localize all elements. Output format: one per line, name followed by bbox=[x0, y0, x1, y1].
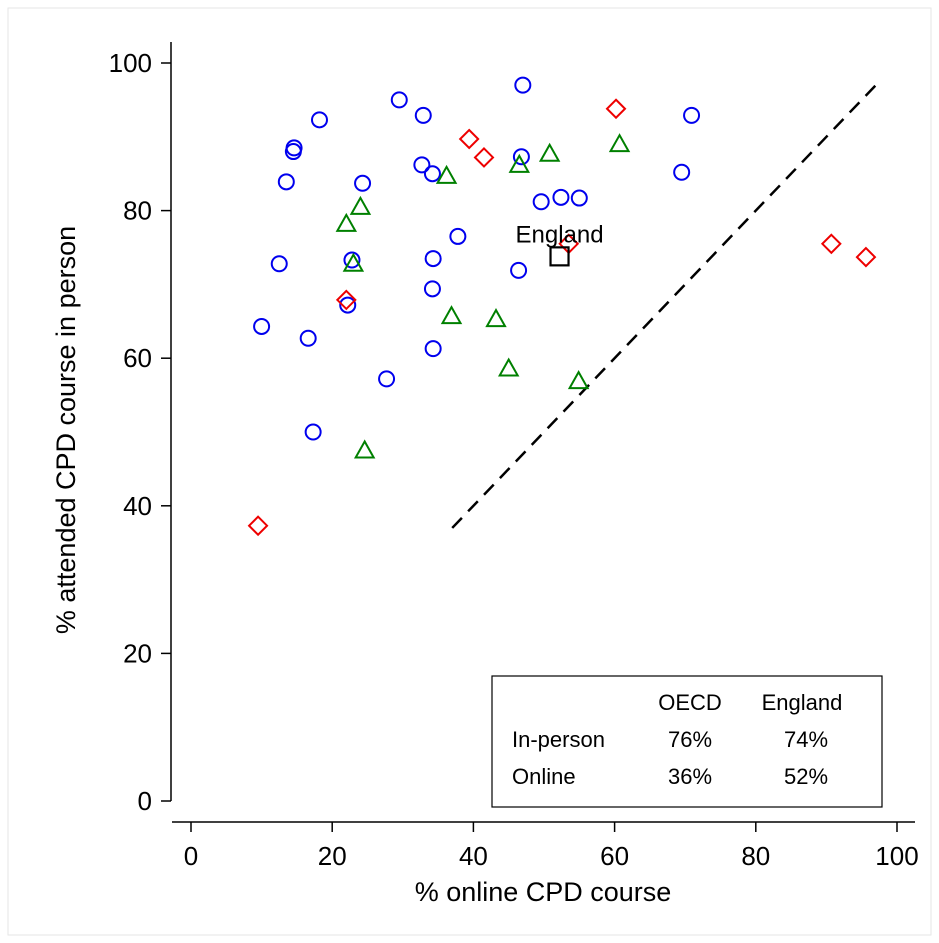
circle-point bbox=[414, 106, 432, 124]
diamond-point bbox=[335, 289, 357, 311]
stats-cell: 76% bbox=[668, 727, 712, 752]
stats-row-label: Online bbox=[512, 764, 576, 789]
x-tick-label: 40 bbox=[459, 841, 488, 871]
stats-col-oecd: OECD bbox=[658, 690, 722, 715]
x-tick-label: 0 bbox=[184, 841, 198, 871]
circle-point bbox=[423, 280, 441, 298]
data-points bbox=[247, 76, 877, 537]
circle-point bbox=[343, 251, 361, 269]
circle-point bbox=[512, 148, 530, 166]
circle-point bbox=[570, 189, 588, 207]
stats-cell: 74% bbox=[784, 727, 828, 752]
x-ticks: 0 20 40 60 80 100 bbox=[184, 822, 919, 871]
y-tick-label: 40 bbox=[123, 491, 152, 521]
england-annotation: England bbox=[515, 221, 603, 248]
x-tick-label: 80 bbox=[741, 841, 770, 871]
stats-box: OECD England In-person 76% 74% Online 36… bbox=[491, 675, 883, 808]
circle-point bbox=[354, 174, 372, 192]
x-axis-title: % online CPD course bbox=[415, 877, 672, 907]
circle-point bbox=[532, 193, 550, 211]
circle-point bbox=[449, 227, 467, 245]
circle-point bbox=[378, 370, 396, 388]
stats-row-label: In-person bbox=[512, 727, 605, 752]
diamond-point bbox=[605, 98, 627, 120]
triangle-point bbox=[538, 142, 561, 162]
triangle-point bbox=[342, 252, 365, 272]
circle-point bbox=[514, 76, 532, 94]
y-tick-label: 60 bbox=[123, 343, 152, 373]
triangle-point bbox=[608, 133, 631, 153]
circle-point bbox=[285, 139, 303, 157]
circle-point bbox=[270, 255, 288, 273]
circle-point bbox=[683, 106, 701, 124]
y-axis-title: % attended CPD course in person bbox=[51, 226, 81, 634]
y-tick-label: 80 bbox=[123, 196, 152, 226]
x-tick-label: 60 bbox=[600, 841, 629, 871]
stats-col-england: England bbox=[762, 690, 843, 715]
circle-point bbox=[424, 250, 442, 268]
triangle-point bbox=[567, 370, 590, 390]
triangle-point bbox=[508, 153, 530, 173]
x-tick-label: 100 bbox=[875, 841, 918, 871]
diamond-point bbox=[247, 515, 269, 537]
circle-point bbox=[339, 296, 357, 314]
circle-point bbox=[390, 91, 408, 109]
triangle-point bbox=[485, 308, 507, 328]
england-square-point bbox=[549, 246, 570, 267]
triangle-point bbox=[497, 357, 520, 377]
diamond-point bbox=[473, 147, 495, 168]
triangle-point bbox=[435, 164, 458, 184]
circle-point bbox=[253, 317, 271, 335]
y-tick-label: 0 bbox=[138, 786, 152, 816]
diamond-point bbox=[458, 128, 480, 150]
circle-point bbox=[510, 261, 528, 279]
circle-point bbox=[277, 173, 295, 191]
diamond-point bbox=[855, 246, 877, 268]
triangle-point bbox=[349, 195, 372, 215]
circle-point bbox=[304, 423, 322, 441]
circle-point bbox=[413, 156, 431, 174]
circle-point bbox=[299, 329, 317, 347]
triangle-point bbox=[440, 305, 463, 325]
y-ticks: 0 20 40 60 80 100 bbox=[109, 48, 171, 816]
circle-point bbox=[552, 188, 570, 206]
circle-point bbox=[424, 340, 442, 358]
triangle-point bbox=[353, 439, 376, 459]
circle-point bbox=[423, 165, 441, 183]
stats-box-frame bbox=[491, 675, 883, 808]
reference-dashed-line bbox=[451, 84, 877, 529]
y-tick-label: 100 bbox=[109, 48, 152, 78]
y-tick-label: 20 bbox=[123, 638, 152, 668]
x-tick-label: 20 bbox=[318, 841, 347, 871]
circle-point bbox=[310, 111, 328, 129]
diamond-point bbox=[820, 233, 842, 255]
stats-cell: 52% bbox=[784, 764, 828, 789]
circle-point bbox=[673, 163, 691, 181]
stats-cell: 36% bbox=[668, 764, 712, 789]
triangle-point bbox=[335, 212, 358, 232]
